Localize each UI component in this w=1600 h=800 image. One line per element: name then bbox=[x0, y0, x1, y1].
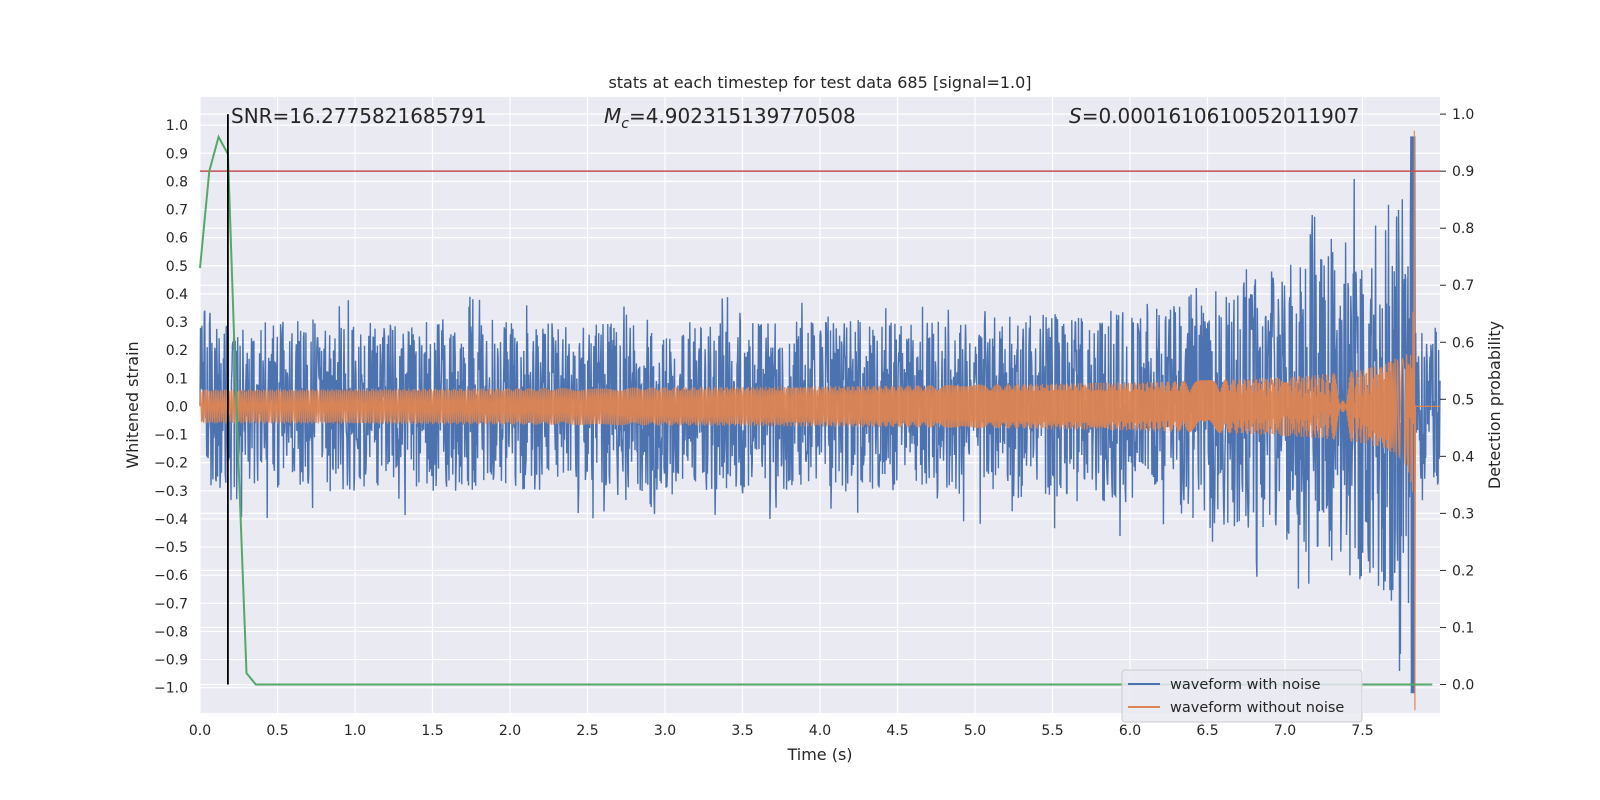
y-tick-label: −0.3 bbox=[154, 484, 188, 500]
y-right-tick-label: 0.3 bbox=[1452, 506, 1474, 522]
y-tick-label: −0.9 bbox=[154, 653, 188, 669]
y-tick-label: −0.4 bbox=[154, 512, 188, 528]
x-tick-label: 1.5 bbox=[421, 723, 443, 739]
snr-annotation: SNR=16.2775821685791 bbox=[231, 104, 487, 128]
legend-box bbox=[1121, 669, 1363, 723]
s-annotation: S=0.0001610610052011907 bbox=[1069, 104, 1359, 128]
legend-label-clean: waveform without noise bbox=[1170, 700, 1344, 716]
y-axis-label: Whitened strain bbox=[123, 341, 142, 468]
y-tick-label: 0.2 bbox=[166, 343, 188, 359]
x-tick-label: 5.0 bbox=[964, 723, 986, 739]
x-tick-label: 5.5 bbox=[1041, 723, 1063, 739]
y-tick-label: 0.5 bbox=[166, 259, 188, 275]
s-value: =0.0001610610052011907 bbox=[1082, 104, 1360, 128]
x-tick-label: 0.5 bbox=[266, 723, 288, 739]
y-right-tick-label: 0.8 bbox=[1452, 221, 1474, 237]
y-right-tick-label: 0.2 bbox=[1452, 563, 1474, 579]
y-axis-ticks: 1.0 0.9 0.8 0.7 0.6 0.5 0.4 0.3 0.2 0.1 0.0 −0.1 −0.… bbox=[154, 118, 188, 697]
x-tick-label: 3.5 bbox=[731, 723, 753, 739]
chirp-mass-annotation: Mc=4.902315139770508 bbox=[604, 104, 856, 132]
x-tick-label: 1.0 bbox=[344, 723, 366, 739]
y-axis-right-label: Detection probability bbox=[1485, 321, 1504, 489]
y-axis-right-ticks: 0.0 0.1 0.2 0.3 0.4 0.5 0.6 0.7 0.8 0.9 1.0 bbox=[1440, 107, 1474, 693]
series-detection-probability bbox=[199, 134, 1433, 686]
y-tick-label: −0.7 bbox=[154, 596, 188, 612]
y-right-tick-label: 1.0 bbox=[1452, 107, 1474, 123]
y-tick-label: 0.0 bbox=[166, 399, 188, 415]
x-axis-label: Time (s) bbox=[786, 745, 852, 764]
y-tick-label: −0.8 bbox=[154, 624, 188, 640]
x-tick-label: 0.0 bbox=[189, 723, 211, 739]
series-waveform-without-noise bbox=[199, 130, 1440, 711]
y-tick-label: 0.8 bbox=[166, 174, 188, 190]
chart-title: stats at each timestep for test data 685… bbox=[608, 73, 1031, 92]
x-axis-ticks: 0.0 0.5 1.0 1.5 2.0 2.5 3.0 3.5 4.0 4.5 5.0 5.5 6.0 6… bbox=[189, 723, 1374, 739]
y-tick-label: 0.9 bbox=[166, 146, 188, 162]
x-tick-label: 2.0 bbox=[499, 723, 521, 739]
series-layer bbox=[199, 114, 1441, 711]
x-tick-label: 3.0 bbox=[654, 723, 676, 739]
y-right-tick-label: 0.7 bbox=[1452, 278, 1474, 294]
y-right-tick-label: 0.4 bbox=[1452, 449, 1474, 465]
legend: waveform with noise waveform without noi… bbox=[1121, 669, 1363, 723]
y-tick-label: 0.1 bbox=[166, 371, 188, 387]
x-tick-label: 6.5 bbox=[1196, 723, 1218, 739]
chirp-mass-subscript: c bbox=[621, 116, 629, 132]
y-right-tick-label: 0.5 bbox=[1452, 392, 1474, 408]
y-tick-label: −0.5 bbox=[154, 540, 188, 556]
y-right-tick-label: 0.1 bbox=[1452, 620, 1474, 636]
legend-label-noisy: waveform with noise bbox=[1170, 677, 1321, 693]
y-tick-label: −1.0 bbox=[154, 681, 188, 697]
chirp-mass-symbol: M bbox=[604, 104, 621, 128]
y-tick-label: 1.0 bbox=[166, 118, 188, 134]
x-tick-label: 6.0 bbox=[1119, 723, 1141, 739]
y-right-tick-label: 0.9 bbox=[1452, 164, 1474, 180]
s-symbol: S bbox=[1069, 104, 1082, 128]
chirp-mass-value: =4.902315139770508 bbox=[629, 104, 856, 128]
y-right-tick-label: 0.0 bbox=[1452, 677, 1474, 693]
y-tick-label: 0.7 bbox=[166, 203, 188, 219]
y-tick-label: 0.4 bbox=[166, 287, 188, 303]
x-tick-label: 4.0 bbox=[809, 723, 831, 739]
y-tick-label: −0.2 bbox=[154, 456, 188, 472]
y-tick-label: 0.3 bbox=[166, 315, 188, 331]
x-tick-label: 2.5 bbox=[576, 723, 598, 739]
y-tick-label: −0.6 bbox=[154, 568, 188, 584]
y-right-tick-label: 0.6 bbox=[1452, 335, 1474, 351]
x-tick-label: 7.5 bbox=[1351, 723, 1373, 739]
y-tick-label: 0.6 bbox=[166, 231, 188, 247]
y-tick-label: −0.1 bbox=[154, 428, 188, 444]
x-tick-label: 7.0 bbox=[1274, 723, 1296, 739]
x-tick-label: 4.5 bbox=[886, 723, 908, 739]
